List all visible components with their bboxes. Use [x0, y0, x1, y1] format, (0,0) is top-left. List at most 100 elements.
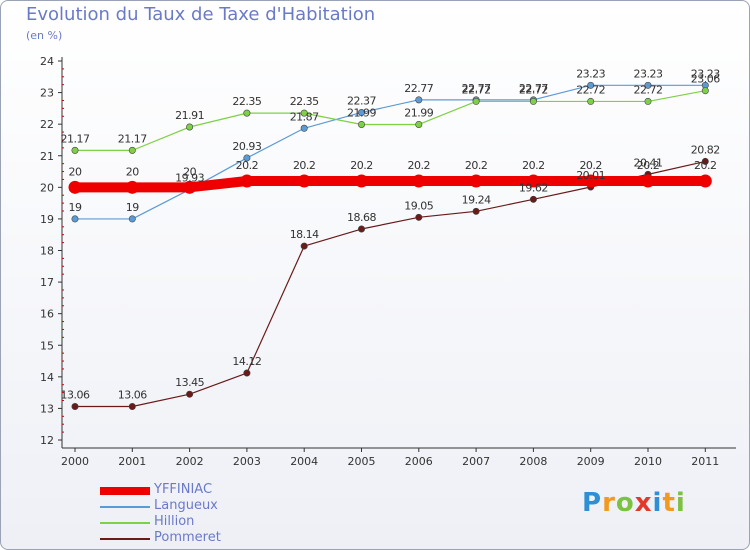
- data-point-langueux: [415, 96, 423, 104]
- logo-letter: r: [602, 488, 616, 518]
- legend-label-langueux: Langueux: [154, 498, 218, 513]
- y-tick-label: 19: [40, 213, 54, 226]
- data-label-yffiniac: 20: [69, 165, 82, 178]
- legend-item-langueux: Langueux: [100, 498, 300, 514]
- data-label-pommeret: 18.14: [290, 228, 319, 241]
- data-point-hillion: [243, 109, 251, 117]
- legend-label-yffiniac: YFFINIAC: [154, 482, 213, 497]
- data-point-hillion: [186, 123, 194, 131]
- data-label-langueux: 23.23: [576, 67, 605, 80]
- data-label-hillion: 22.72: [519, 83, 548, 96]
- data-label-langueux: 22.37: [347, 94, 376, 107]
- data-label-langueux: 21.87: [290, 110, 319, 123]
- data-point-yffiniac: [698, 174, 712, 188]
- data-point-pommeret: [186, 390, 194, 398]
- data-label-yffiniac: 20.2: [236, 159, 259, 172]
- data-point-hillion: [701, 87, 709, 95]
- x-tick-label: 2010: [634, 455, 662, 468]
- legend: YFFINIAC Langueux Hillion Pommeret: [100, 482, 300, 546]
- data-point-hillion: [357, 120, 365, 128]
- series-line-yffiniac: [70, 176, 711, 193]
- data-point-pommeret: [357, 225, 365, 233]
- data-point-pommeret: [243, 369, 251, 377]
- logo-letter: i: [675, 488, 686, 518]
- data-point-yffiniac: [641, 174, 655, 188]
- data-label-hillion: 21.91: [175, 109, 204, 122]
- x-tick-label: 2005: [348, 455, 376, 468]
- data-point-pommeret: [300, 242, 308, 250]
- data-point-hillion: [587, 97, 595, 105]
- data-point-yffiniac: [526, 174, 540, 188]
- data-label-hillion: 22.72: [576, 83, 605, 96]
- data-point-langueux: [587, 81, 595, 89]
- data-label-hillion: 22.72: [462, 83, 491, 96]
- data-point-hillion: [300, 109, 308, 117]
- data-label-pommeret: 20.41: [634, 156, 663, 169]
- data-point-langueux: [644, 81, 652, 89]
- data-label-pommeret: 13.06: [118, 389, 147, 402]
- y-tick-label: 15: [40, 339, 54, 352]
- logo-letter: t: [662, 488, 676, 518]
- data-label-hillion: 22.35: [290, 95, 319, 108]
- data-label-yffiniac: 20.2: [408, 159, 431, 172]
- y-tick-label: 12: [40, 434, 54, 447]
- data-label-pommeret: 19.62: [519, 181, 548, 194]
- data-label-hillion: 21.17: [61, 132, 90, 145]
- data-label-langueux: 19.93: [175, 172, 204, 185]
- data-label-hillion: 21.17: [118, 132, 147, 145]
- data-point-yffiniac: [469, 174, 483, 188]
- data-label-yffiniac: 20.2: [465, 159, 488, 172]
- data-label-langueux: 23.23: [634, 67, 663, 80]
- y-axis-unit: (en %): [26, 29, 63, 42]
- data-label-pommeret: 13.45: [175, 376, 204, 389]
- data-label-hillion: 22.72: [634, 83, 663, 96]
- data-point-yffiniac: [412, 174, 426, 188]
- data-label-langueux: 19: [69, 201, 82, 214]
- data-point-hillion: [644, 97, 652, 105]
- data-point-yffiniac: [297, 174, 311, 188]
- data-point-langueux: [243, 154, 251, 162]
- y-tick-label: 21: [40, 150, 54, 163]
- logo-letter: i: [652, 488, 663, 518]
- legend-swatch-hillion: [100, 522, 150, 524]
- data-point-hillion: [71, 146, 79, 154]
- data-point-hillion: [415, 120, 423, 128]
- y-tick-label: 24: [40, 55, 54, 68]
- data-label-yffiniac: 20: [126, 165, 139, 178]
- y-tick-label: 16: [40, 308, 54, 321]
- logo-letter: P: [582, 488, 603, 518]
- data-point-yffiniac: [240, 174, 254, 188]
- data-label-yffiniac: 20: [183, 165, 196, 178]
- data-label-hillion: 22.35: [232, 95, 261, 108]
- data-point-yffiniac: [125, 180, 139, 194]
- data-label-yffiniac: 20.2: [522, 159, 545, 172]
- proxiti-logo: Proxiti: [582, 488, 702, 518]
- x-tick-label: 2009: [577, 455, 605, 468]
- y-tick-label: 13: [40, 402, 54, 415]
- chart-title: Evolution du Taux de Taxe d'Habitation: [26, 4, 376, 25]
- logo-letter: o: [615, 488, 635, 518]
- data-label-pommeret: 20.01: [576, 169, 605, 182]
- data-label-langueux: 23.23: [691, 67, 720, 80]
- x-tick-label: 2007: [462, 455, 490, 468]
- data-label-pommeret: 14.12: [232, 355, 261, 368]
- data-point-langueux: [357, 108, 365, 116]
- x-tick-label: 2000: [61, 455, 89, 468]
- data-point-pommeret: [415, 213, 423, 221]
- data-point-langueux: [71, 215, 79, 223]
- data-point-yffiniac: [584, 174, 598, 188]
- data-label-langueux: 20.93: [232, 140, 261, 153]
- x-tick-label: 2002: [176, 455, 204, 468]
- data-label-hillion: 21.99: [347, 106, 376, 119]
- data-label-hillion: 21.99: [404, 106, 433, 119]
- data-point-pommeret: [71, 403, 79, 411]
- legend-swatch-pommeret: [100, 538, 150, 540]
- x-tick-label: 2006: [405, 455, 433, 468]
- data-label-pommeret: 13.06: [61, 389, 90, 402]
- data-label-pommeret: 19.24: [462, 193, 491, 206]
- series-line-langueux: [74, 84, 706, 220]
- series-line-hillion: [74, 90, 706, 151]
- legend-swatch-langueux: [100, 506, 150, 508]
- data-label-pommeret: 19.05: [404, 199, 433, 212]
- x-tick-label: 2004: [290, 455, 318, 468]
